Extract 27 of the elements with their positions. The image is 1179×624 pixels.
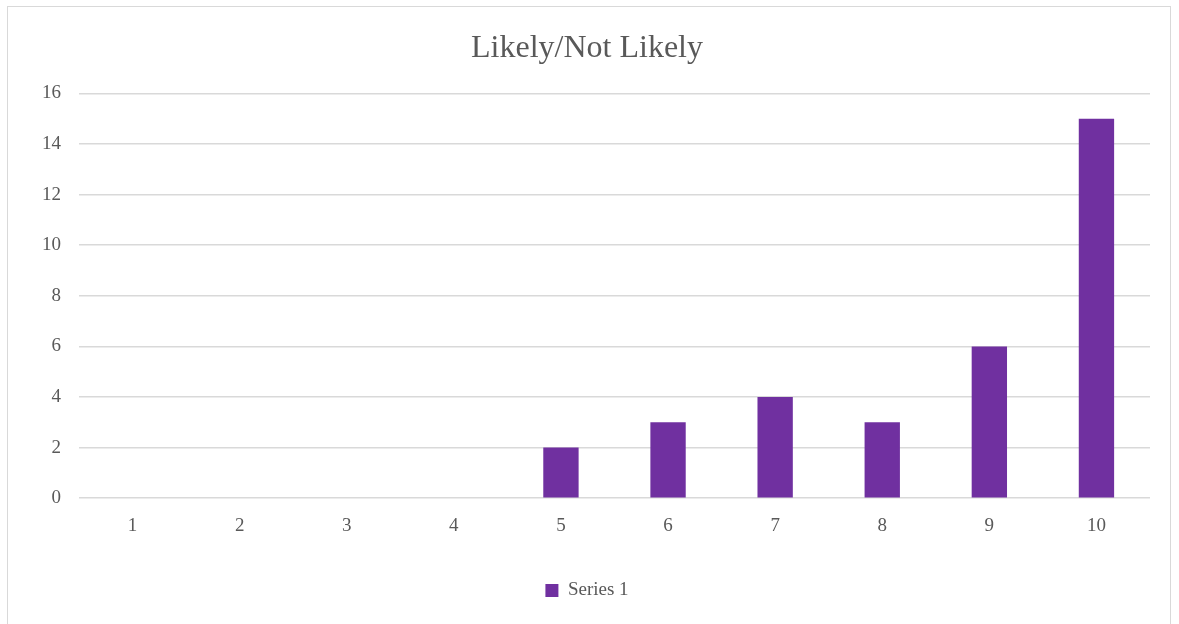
bar: [1078, 118, 1115, 498]
y-tick-label: 6: [51, 334, 61, 356]
legend-label: Series 1: [567, 578, 629, 600]
x-tick-label: 1: [127, 513, 138, 535]
y-tick-label: 12: [42, 182, 61, 204]
y-tick-label: 8: [51, 283, 61, 305]
x-tick-label: 8: [877, 513, 887, 535]
x-tick-label: 5: [556, 513, 566, 535]
bar: [864, 422, 900, 498]
x-tick-label: 7: [770, 513, 780, 535]
bar: [971, 346, 1008, 498]
x-tick-label: 3: [342, 513, 352, 535]
y-tick-label: 2: [51, 435, 61, 457]
y-tick-label: 16: [42, 81, 61, 103]
x-tick-label: 2: [234, 513, 245, 535]
y-tick-label: 0: [51, 486, 61, 508]
chart-title: Likely/Not Likely: [471, 27, 703, 64]
x-tick-label: 9: [984, 513, 995, 535]
x-tick-label: 10: [1086, 513, 1106, 535]
x-tick-label: 6: [663, 513, 673, 535]
x-tick-label: 4: [449, 513, 460, 535]
y-tick-label: 14: [42, 131, 62, 153]
bar: [650, 422, 686, 498]
y-tick-label: 4: [51, 384, 62, 406]
y-tick-label: 10: [42, 233, 61, 255]
bar: [757, 397, 793, 498]
bar: [543, 447, 579, 498]
